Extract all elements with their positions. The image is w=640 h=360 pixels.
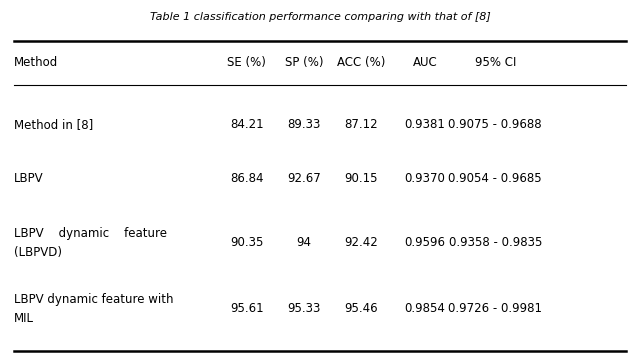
- Text: 0.9381: 0.9381: [404, 118, 445, 131]
- Text: LBPV: LBPV: [14, 172, 44, 185]
- Text: 0.9358 - 0.9835: 0.9358 - 0.9835: [449, 236, 542, 249]
- Text: 0.9075 - 0.9688: 0.9075 - 0.9688: [449, 118, 542, 131]
- Text: LBPV dynamic feature with
MIL: LBPV dynamic feature with MIL: [14, 293, 173, 325]
- Text: 0.9726 - 0.9981: 0.9726 - 0.9981: [448, 302, 542, 315]
- Text: 95.61: 95.61: [230, 302, 264, 315]
- Text: 95.46: 95.46: [344, 302, 378, 315]
- Text: Method: Method: [14, 56, 58, 69]
- Text: LBPV    dynamic    feature
(LBPVD): LBPV dynamic feature (LBPVD): [14, 226, 167, 258]
- Text: 90.35: 90.35: [230, 236, 264, 249]
- Text: 95% CI: 95% CI: [474, 56, 516, 69]
- Text: SE (%): SE (%): [227, 56, 266, 69]
- Text: AUC: AUC: [413, 56, 438, 69]
- Text: 94: 94: [296, 236, 312, 249]
- Text: 0.9596: 0.9596: [404, 236, 445, 249]
- Text: 92.42: 92.42: [344, 236, 378, 249]
- Text: SP (%): SP (%): [285, 56, 323, 69]
- Text: Method in [8]: Method in [8]: [14, 118, 93, 131]
- Text: 84.21: 84.21: [230, 118, 264, 131]
- Text: Table 1 classification performance comparing with that of [8]: Table 1 classification performance compa…: [150, 12, 490, 22]
- Text: 0.9854: 0.9854: [404, 302, 445, 315]
- Text: 90.15: 90.15: [345, 172, 378, 185]
- Text: 87.12: 87.12: [344, 118, 378, 131]
- Text: ACC (%): ACC (%): [337, 56, 386, 69]
- Text: 0.9370: 0.9370: [404, 172, 445, 185]
- Text: 92.67: 92.67: [287, 172, 321, 185]
- Text: 95.33: 95.33: [287, 302, 321, 315]
- Text: 89.33: 89.33: [287, 118, 321, 131]
- Text: 0.9054 - 0.9685: 0.9054 - 0.9685: [449, 172, 542, 185]
- Text: 86.84: 86.84: [230, 172, 264, 185]
